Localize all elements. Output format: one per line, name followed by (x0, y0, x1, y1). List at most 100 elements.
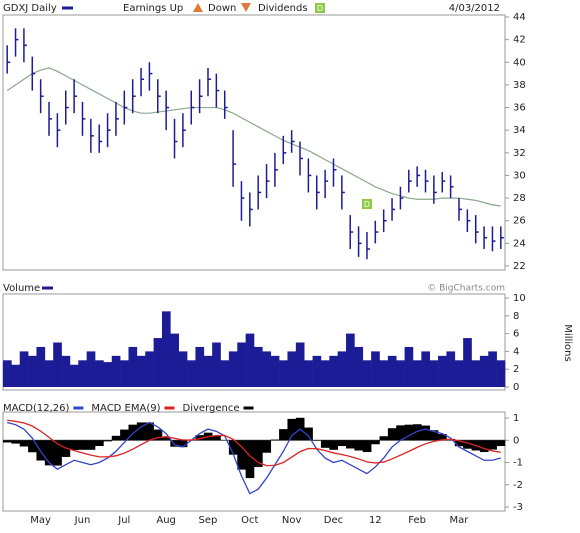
volume-bar (438, 355, 447, 387)
divergence-bar (178, 440, 188, 448)
divergence-bar (387, 428, 397, 441)
volume-bar (463, 338, 472, 387)
volume-bar (295, 342, 305, 387)
divergence-bar (396, 425, 405, 441)
volume-bar (220, 360, 230, 387)
divergence-bar (279, 429, 288, 441)
y-tick-label: 26 (513, 216, 526, 227)
x-tick-label: 12 (369, 515, 382, 526)
divergence-bar (304, 427, 313, 441)
volume-bar (78, 360, 87, 387)
divergence-bar (36, 440, 46, 461)
divergence-bar (354, 440, 364, 451)
y-tick-label: 0 (513, 382, 519, 393)
volume-bar (69, 364, 79, 387)
y-tick-label: 24 (513, 238, 526, 249)
x-tick-label: Dec (324, 515, 343, 526)
divergence-bar (128, 424, 138, 441)
volume-bar (11, 364, 21, 387)
divergence-bar (337, 440, 347, 447)
divergence-bar (245, 440, 255, 479)
divergence-bar (170, 440, 179, 447)
volume-bar (312, 355, 322, 387)
volume-bar (237, 342, 246, 387)
y-tick-label: 4 (513, 346, 519, 357)
legend-label: Earnings Up (123, 3, 183, 14)
volume-bar (421, 351, 430, 387)
divergence-bar (28, 440, 37, 453)
volume-bar (44, 360, 54, 387)
x-tick-label: Nov (282, 515, 302, 526)
volume-bar (111, 355, 121, 387)
divergence-bar (429, 430, 439, 441)
volume-bar (128, 346, 138, 387)
y-tick-label: 8 (513, 311, 519, 322)
chart-title: GDXJ Daily (3, 3, 57, 14)
volume-bar (429, 360, 439, 387)
volume-bar (446, 351, 456, 387)
volume-bar (228, 351, 238, 387)
y-tick-label: 22 (513, 261, 526, 272)
x-tick-label: Jun (74, 515, 91, 526)
volume-bar (387, 355, 397, 387)
volume-bar (178, 351, 188, 387)
volume-bar (170, 333, 179, 387)
y-tick-label: -2 (513, 480, 523, 491)
y-tick-label: 10 (513, 293, 526, 304)
macd-line (7, 419, 501, 467)
x-tick-label: Oct (241, 515, 258, 526)
x-tick-label: Feb (408, 515, 426, 526)
volume-bar (3, 360, 12, 387)
volume-bar (212, 342, 221, 387)
volume-bar (145, 351, 154, 387)
legend-label: MACD EMA(9) (91, 403, 160, 414)
divergence-bar (421, 425, 430, 441)
volume-bar (136, 355, 146, 387)
divergence-bar (346, 440, 355, 449)
volume-bar (161, 311, 171, 387)
y-tick-label: 28 (513, 193, 526, 204)
volume-bar (329, 355, 338, 387)
volume-bar (103, 362, 113, 387)
x-tick-label: Jul (117, 515, 130, 526)
volume-bar (262, 351, 272, 387)
divergence-bar (379, 436, 389, 441)
legend-label: Down (208, 3, 236, 14)
volume-bar (304, 360, 313, 387)
divergence-bar (103, 440, 113, 442)
divergence-bar (287, 418, 297, 441)
volume-bar (404, 346, 414, 387)
volume-bar (61, 355, 71, 387)
y-tick-label: 34 (513, 125, 526, 136)
divergence-bar (404, 424, 414, 441)
volume-bar (488, 351, 497, 387)
divergence-bar (237, 440, 246, 470)
divergence-bar (463, 440, 472, 449)
y-tick-label: 0 (513, 435, 519, 446)
volume-bar (346, 333, 355, 387)
volume-frame (2, 293, 506, 391)
divergence-bar (78, 440, 87, 450)
dividend-icon (315, 3, 325, 13)
divergence-bar (86, 440, 96, 450)
volume-bar (19, 351, 29, 387)
volume-bar (396, 360, 405, 387)
x-tick-label: May (30, 515, 51, 526)
divergence-bar (69, 440, 79, 451)
volume-bar (471, 360, 481, 387)
divergence-bar (11, 440, 21, 444)
y-tick-label: 30 (513, 170, 526, 181)
divergence-bar (254, 440, 263, 467)
y-tick-label: 32 (513, 148, 526, 159)
volume-bar (412, 360, 422, 387)
volume-bar (195, 346, 205, 387)
source-label: © BigCharts.com (427, 284, 505, 294)
divergence-bar (53, 440, 62, 466)
divergence-bar (496, 440, 506, 447)
divergence-bar (371, 440, 380, 445)
y-tick-label: 1 (513, 413, 519, 424)
divergence-bar (145, 422, 154, 441)
volume-bar (28, 355, 37, 387)
earnings-down-icon (241, 3, 251, 12)
